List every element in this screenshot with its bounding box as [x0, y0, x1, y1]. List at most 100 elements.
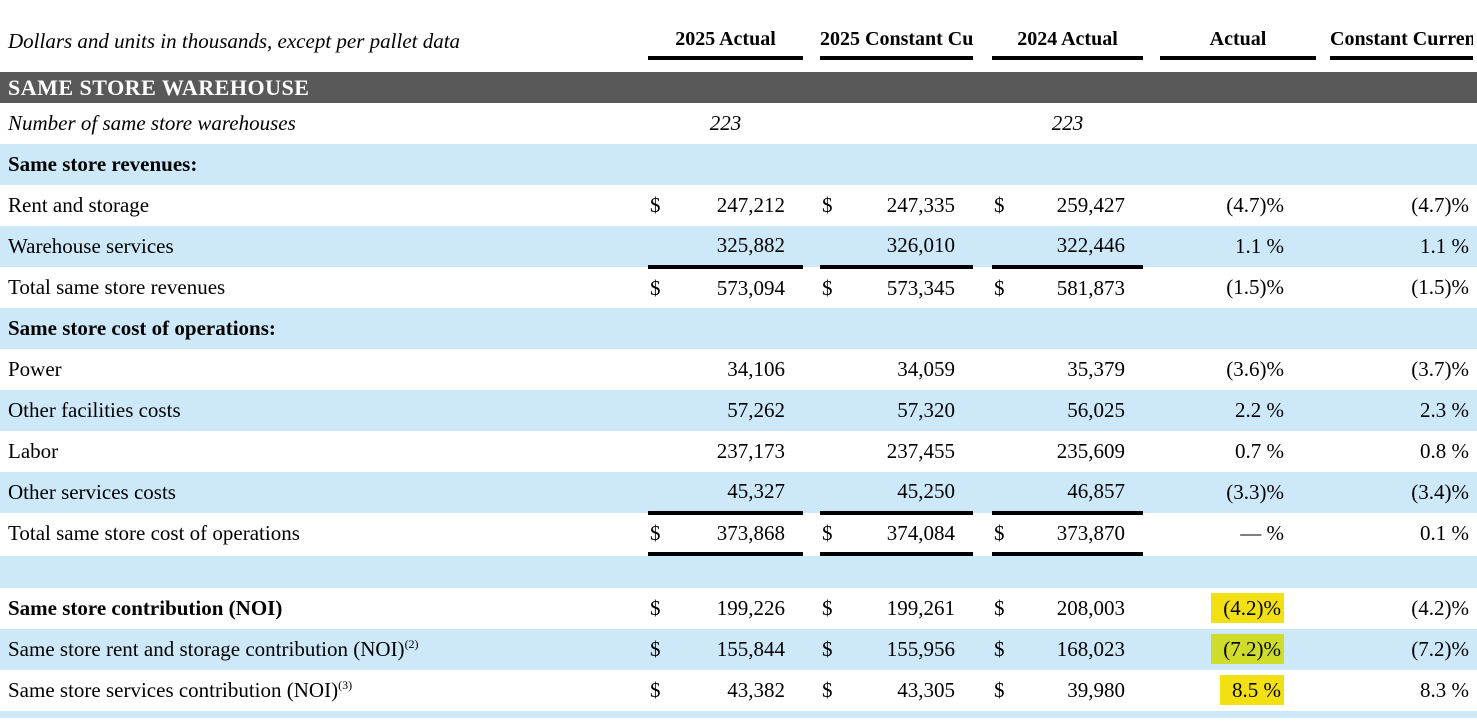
money-cell: 45,327 [648, 472, 803, 515]
money-value: 39,980 [1067, 678, 1125, 702]
row-label: Same store revenues: [8, 152, 198, 176]
money-value: 326,010 [886, 233, 955, 257]
percent-actual: (3.3)% [1226, 480, 1284, 504]
row-label: Number of same store warehouses [8, 111, 296, 135]
percent-constant-currency: 0.8 % [1420, 439, 1469, 463]
row-label: Power [8, 357, 62, 381]
dollar-sign: $ [994, 193, 1005, 217]
money-cell: $43,382 [648, 670, 803, 711]
row-total-cost-of-operations: Total same store cost of operations $373… [0, 513, 1477, 556]
percent-constant-currency: (7.2)% [1411, 637, 1469, 661]
money-cell: $155,844 [648, 629, 803, 670]
dollar-sign: $ [822, 521, 833, 545]
money-cell: $573,345 [820, 267, 973, 308]
row-other-services-costs: Other services costs 45,327 45,250 46,85… [0, 472, 1477, 515]
col-header-2025-constant-currency: 2025 Constant Currency(1) [820, 0, 973, 60]
row-warehouse-services: Warehouse services 325,882 326,010 322,4… [0, 226, 1477, 269]
money-value: 168,023 [1056, 637, 1125, 661]
money-value: 199,261 [886, 596, 955, 620]
dollar-sign: $ [650, 521, 661, 545]
money-value: 573,094 [716, 276, 785, 300]
dollar-sign: $ [650, 193, 661, 217]
money-cell: $247,212 [648, 185, 803, 226]
row-label: Same store cost of operations: [8, 316, 276, 340]
section-title: SAME STORE WAREHOUSE [0, 72, 1477, 103]
row-services-noi: Same store services contribution (NOI)(3… [0, 670, 1477, 711]
money-cell: 45,250 [820, 472, 973, 515]
money-value: 43,382 [727, 678, 785, 702]
dollar-sign: $ [822, 276, 833, 300]
column-header-row: Dollars and units in thousands, except p… [0, 0, 1477, 60]
money-value: 259,427 [1056, 193, 1125, 217]
row-cost-of-operations-header: Same store cost of operations: [0, 308, 1477, 349]
money-value: 325,882 [716, 233, 785, 257]
money-cell: $581,873 [992, 267, 1143, 308]
money-cell: 34,059 [820, 349, 973, 390]
percent-constant-currency: 2.3 % [1420, 398, 1469, 422]
money-value: 573,345 [886, 276, 955, 300]
percent-actual: (3.6)% [1226, 357, 1284, 381]
row-rent-storage-noi: Same store rent and storage contribution… [0, 629, 1477, 670]
row-bottom-sliver [0, 711, 1477, 718]
row-label: Same store rent and storage contribution… [8, 637, 419, 661]
money-cell: 235,609 [992, 431, 1143, 472]
percent-constant-currency: (4.7)% [1411, 193, 1469, 217]
money-value: 155,956 [886, 637, 955, 661]
dollar-sign: $ [994, 678, 1005, 702]
money-cell: 34,106 [648, 349, 803, 390]
row-label: Warehouse services [8, 234, 174, 258]
money-value: 237,455 [886, 439, 955, 463]
money-cell: $374,084 [820, 513, 973, 556]
money-value: 199,226 [716, 596, 785, 620]
warehouse-count-2024: 223 [1051, 111, 1084, 135]
percent-actual: — % [1240, 521, 1284, 545]
row-label: Same store services contribution (NOI)(3… [8, 678, 353, 702]
money-cell: $43,305 [820, 670, 973, 711]
row-number-of-warehouses: Number of same store warehouses 223 223 [0, 103, 1477, 144]
percent-actual: 2.2 % [1235, 398, 1284, 422]
money-cell: 237,455 [820, 431, 973, 472]
money-value: 322,446 [1056, 233, 1125, 257]
money-value: 237,173 [716, 439, 785, 463]
row-label: Labor [8, 439, 59, 463]
row-rent-and-storage: Rent and storage $247,212 $247,335 $259,… [0, 185, 1477, 226]
money-value: 373,868 [716, 521, 785, 545]
col-header-constant-currency-change: Constant Currency [1330, 0, 1473, 60]
dollar-sign: $ [994, 596, 1005, 620]
money-cell: $39,980 [992, 670, 1143, 711]
money-cell: 35,379 [992, 349, 1143, 390]
dollar-sign: $ [650, 596, 661, 620]
row-labor: Labor 237,173 237,455 235,609 0.7 % 0.8 … [0, 431, 1477, 472]
row-other-facilities-costs: Other facilities costs 57,262 57,320 56,… [0, 390, 1477, 431]
row-same-store-revenues-header: Same store revenues: [0, 144, 1477, 185]
percent-constant-currency: 8.3 % [1420, 678, 1469, 702]
dollar-sign: $ [822, 596, 833, 620]
percent-actual: (4.7)% [1226, 193, 1284, 217]
money-cell: 46,857 [992, 472, 1143, 515]
money-value: 43,305 [897, 678, 955, 702]
dollar-sign: $ [994, 276, 1005, 300]
row-label: Total same store cost of operations [8, 521, 300, 545]
money-value: 34,059 [897, 357, 955, 381]
money-cell: $259,427 [992, 185, 1143, 226]
dollar-sign: $ [650, 637, 661, 661]
highlight-mark: (7.2)% [1211, 634, 1284, 664]
percent-actual-highlighted: (7.2)% [1160, 629, 1316, 670]
money-value: 57,320 [897, 398, 955, 422]
money-value: 208,003 [1056, 596, 1125, 620]
money-cell: $573,094 [648, 267, 803, 308]
units-note: Dollars and units in thousands, except p… [8, 29, 461, 53]
dollar-sign: $ [822, 678, 833, 702]
row-label: Other services costs [8, 480, 176, 504]
percent-constant-currency: (3.4)% [1411, 480, 1469, 504]
money-cell: 325,882 [648, 226, 803, 269]
money-cell: 322,446 [992, 226, 1143, 269]
money-value: 247,212 [716, 193, 785, 217]
percent-actual: 0.7 % [1235, 439, 1284, 463]
percent-constant-currency: (3.7)% [1411, 357, 1469, 381]
money-value: 45,327 [727, 479, 785, 503]
col-header-2024-actual: 2024 Actual [992, 0, 1143, 60]
dollar-sign: $ [822, 637, 833, 661]
money-cell: 237,173 [648, 431, 803, 472]
